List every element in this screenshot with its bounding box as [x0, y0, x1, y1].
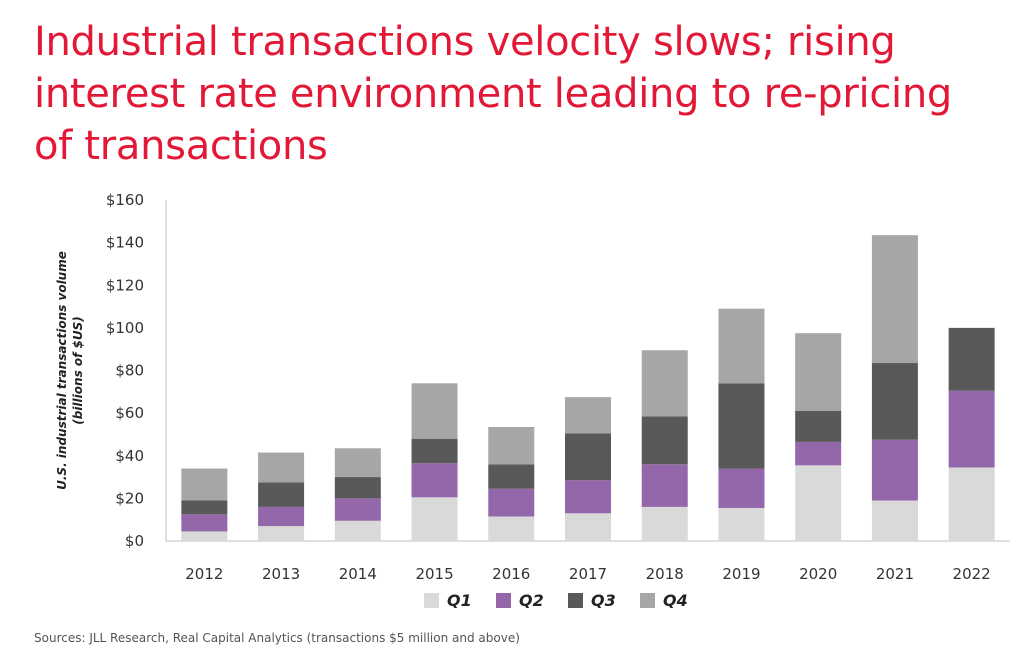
x-tick-label: 2019: [722, 565, 760, 583]
bar-2018-q1: [641, 506, 688, 541]
x-tick-label: 2022: [953, 565, 991, 583]
y-tick-label: $80: [115, 362, 144, 380]
x-tick-label: 2020: [799, 565, 837, 583]
x-tick-label: 2014: [339, 565, 377, 583]
legend-swatch: [496, 592, 511, 608]
y-tick-label: $120: [106, 276, 144, 294]
bar-2014-q1: [334, 520, 381, 541]
y-tick-label: $20: [115, 489, 144, 507]
bar-2017-q1: [565, 513, 611, 541]
bar-2018-q3: [641, 416, 688, 465]
y-tick-label: $140: [106, 234, 144, 252]
x-tick-label: 2015: [415, 565, 453, 583]
y-axis-title: U.S. industrial transactions volume: [55, 251, 69, 490]
bar-2019-q3: [718, 383, 765, 469]
bar-2012-q4: [181, 468, 228, 501]
y-tick-label: $60: [115, 404, 144, 422]
bar-2016-q2: [488, 488, 535, 517]
legend-swatch: [568, 592, 583, 608]
chart-area: $0 $20 $40 $60 $80 $100 $120 $140 $160 U.S. indus…: [0, 180, 1024, 620]
bar-2017-q3: [565, 433, 611, 481]
bar-2013-q4: [258, 452, 305, 483]
legend-label: Q2: [519, 590, 544, 610]
bar-2016-q1: [488, 516, 535, 541]
y-tick-label: $40: [115, 447, 144, 465]
stacked-bar-chart: $0 $20 $40 $60 $80 $100 $120 $140 $160 U.S. indus…: [55, 191, 1010, 583]
legend-label: Q1: [447, 590, 472, 610]
bar-2019-q2: [718, 468, 765, 508]
source-note: Sources: JLL Research, Real Capital Anal…: [34, 631, 520, 645]
bar-2013-q1: [258, 526, 305, 541]
legend-swatch: [640, 592, 655, 608]
y-tick-label: $160: [106, 191, 144, 209]
chart-title: Industrial transactions velocity slows; …: [34, 19, 952, 169]
y-tick-label: $100: [106, 319, 144, 337]
bar-2017-q2: [565, 480, 611, 514]
bar-2021-q2: [871, 439, 918, 501]
x-tick-label: 2018: [646, 565, 684, 583]
bar-2012-q3: [181, 500, 228, 515]
bar-2017-q4: [565, 397, 611, 434]
legend-label: Q3: [591, 590, 616, 610]
bar-2014-q4: [334, 448, 381, 478]
bar-2020-q4: [795, 333, 842, 411]
bar-2013-q2: [258, 506, 305, 527]
bar-2021-q3: [871, 363, 918, 440]
bar-2022-q1: [948, 467, 995, 541]
bar-2016-q3: [488, 464, 535, 489]
legend: Q1 Q2 Q3 Q4: [0, 588, 1024, 612]
legend-item-q1: Q1: [424, 588, 472, 612]
bar-2022-q2: [948, 390, 995, 468]
bar-2018-q4: [641, 350, 688, 417]
x-tick-label: 2017: [569, 565, 607, 583]
legend-item-q4: Q4: [640, 588, 688, 612]
bar-2022-q3: [948, 327, 995, 391]
bar-2021-q1: [871, 500, 918, 541]
bar-2019-q4: [718, 308, 765, 384]
legend-item-q2: Q2: [496, 588, 544, 612]
bar-2014-q3: [334, 477, 381, 499]
bar-2019-q1: [718, 507, 765, 541]
y-tick-label: $0: [125, 532, 144, 550]
bar-2015-q3: [411, 438, 458, 464]
x-tick-label: 2021: [876, 565, 914, 583]
x-tick-label: 2013: [262, 565, 300, 583]
bar-2021-q4: [871, 235, 918, 364]
bar-2020-q1: [795, 465, 842, 541]
bar-2016-q4: [488, 426, 535, 465]
legend-item-q3: Q3: [568, 588, 616, 612]
bar-2015-q1: [411, 497, 458, 541]
x-tick-label: 2016: [492, 565, 530, 583]
bar-2012-q1: [181, 531, 228, 541]
bar-2013-q3: [258, 482, 305, 507]
legend-swatch: [424, 592, 439, 608]
bar-2015-q4: [411, 383, 458, 439]
bar-2020-q3: [795, 410, 842, 442]
bar-2020-q2: [795, 441, 842, 466]
bar-2014-q2: [334, 498, 381, 521]
legend-label: Q4: [663, 590, 688, 610]
bar-2018-q2: [641, 464, 688, 507]
bar-2015-q2: [411, 463, 458, 498]
y-axis-subtitle: (billions of $US): [71, 316, 85, 425]
bar-2012-q2: [181, 514, 228, 532]
x-tick-label: 2012: [185, 565, 223, 583]
